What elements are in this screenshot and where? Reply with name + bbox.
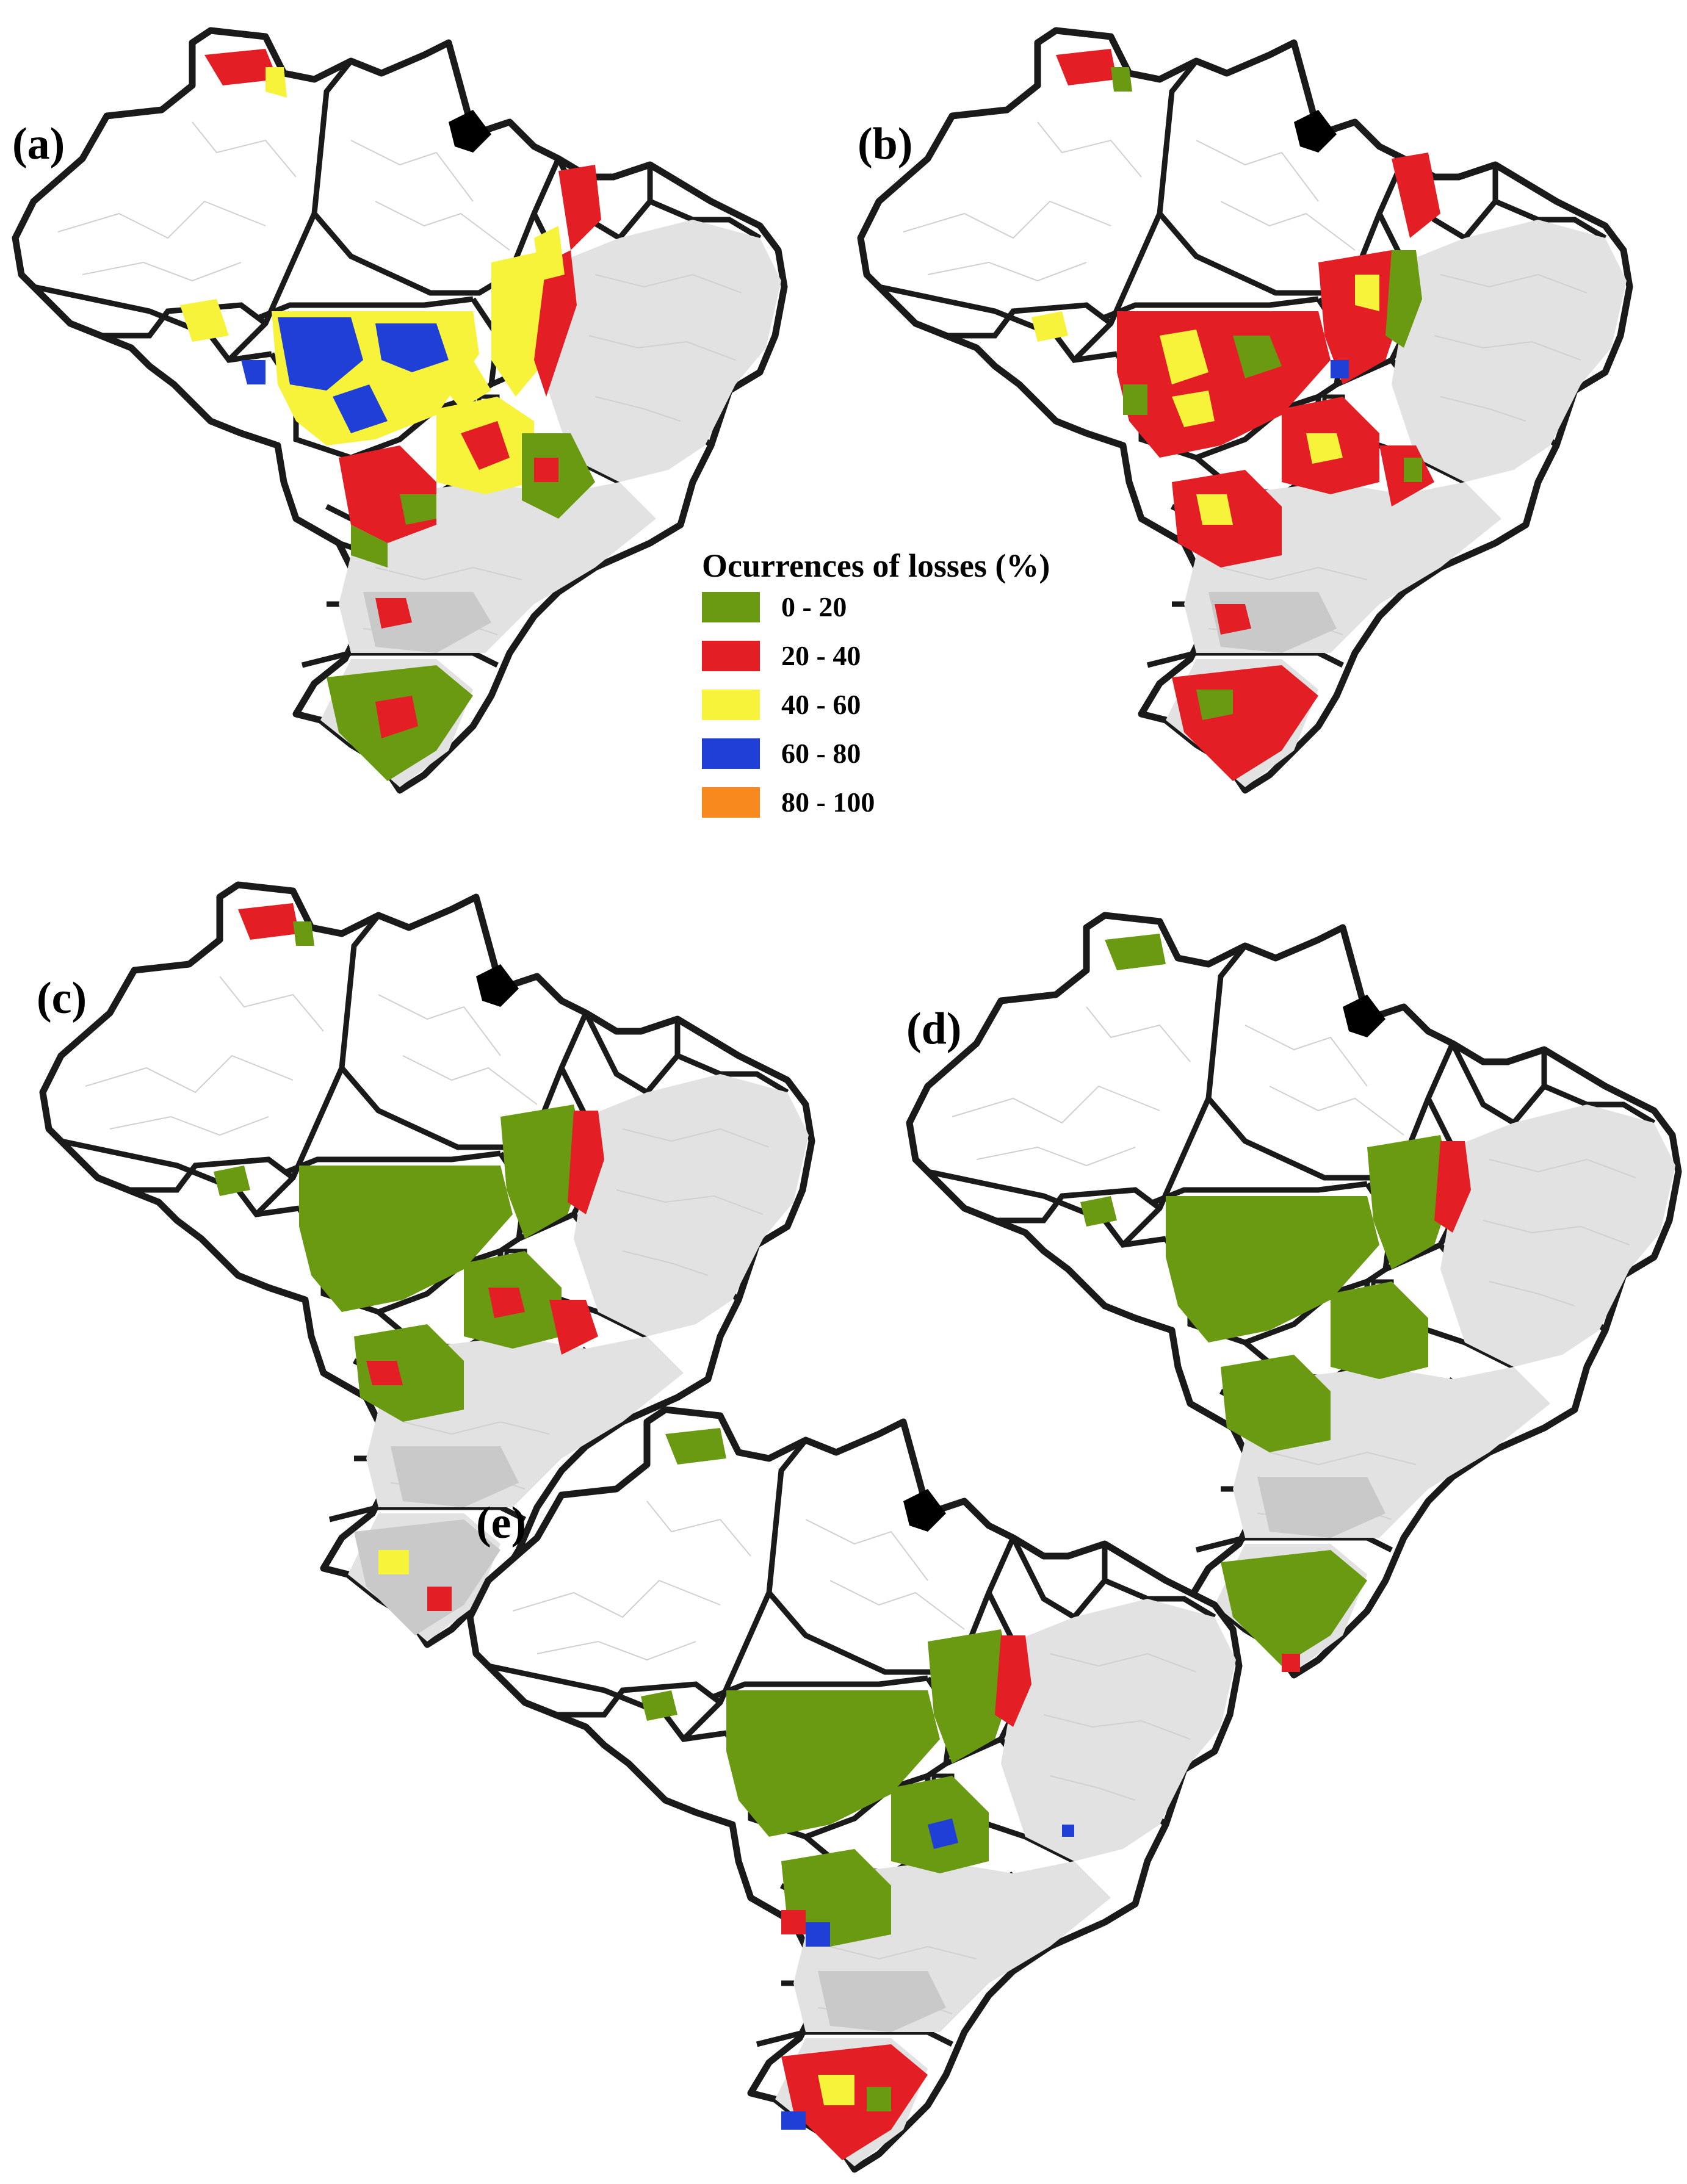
legend-swatch [702,738,760,769]
panel-label-a: (a) [12,119,65,169]
legend-label: 0 - 20 [781,591,847,622]
legend-swatch [702,787,760,818]
legend-items: 0 - 20 20 - 40 40 - 60 60 - 80 80 - 100 [702,591,875,818]
legend-swatch [702,690,760,720]
map-panel-b: (b) [858,31,1630,790]
map-panel-e: (e) [470,1410,1239,2169]
panel-label-e: (e) [476,1498,526,1548]
legend-title: Ocurrences of losses (%) [702,547,1050,584]
loss-regions-e [641,1428,1074,2160]
legend-swatch [702,592,760,622]
legend-swatch [702,641,760,671]
legend-label: 60 - 80 [781,738,861,769]
legend-label: 40 - 60 [781,689,861,720]
panel-label-c: (c) [37,973,87,1023]
loss-regions-c [214,903,604,1635]
panel-label-b: (b) [858,119,912,169]
loss-regions-b [1031,49,1440,781]
panel-label-d: (d) [906,1004,961,1054]
map-panel-c: (c) [37,885,812,1645]
legend-label: 20 - 40 [781,640,861,671]
legend: Ocurrences of losses (%) 0 - 20 20 - 40 40… [702,547,1050,818]
loss-regions-d [1080,934,1471,1672]
map-panel-a: (a) [12,31,784,790]
map-panel-d: (d) [906,915,1678,1675]
legend-label: 80 - 100 [781,787,875,818]
loss-regions-a [180,49,601,781]
